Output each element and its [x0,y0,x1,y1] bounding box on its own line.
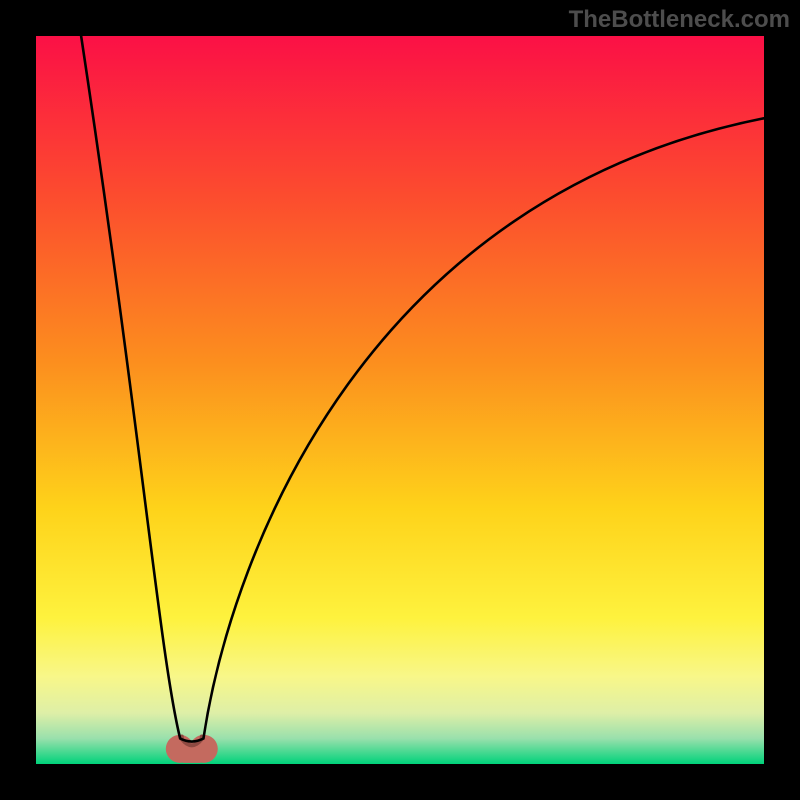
plot-area [36,36,764,764]
chart-stage: TheBottleneck.com [0,0,800,800]
plot-svg [36,36,764,764]
watermark-text: TheBottleneck.com [569,6,790,34]
gradient-background [36,36,764,764]
